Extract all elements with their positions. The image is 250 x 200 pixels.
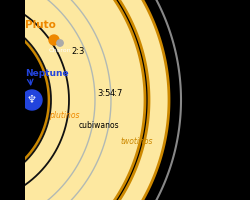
Text: Pluto: Pluto: [25, 20, 56, 30]
Text: cubiwanos: cubiwanos: [79, 121, 119, 130]
Text: twotinos: twotinos: [121, 136, 153, 146]
Circle shape: [49, 35, 59, 45]
Text: plutinos: plutinos: [49, 112, 79, 120]
Circle shape: [57, 40, 63, 46]
Text: 4:7: 4:7: [109, 90, 123, 98]
Polygon shape: [0, 0, 145, 200]
Circle shape: [22, 90, 42, 110]
Text: ♆: ♆: [27, 95, 37, 105]
Polygon shape: [88, 0, 169, 200]
Text: Neptune: Neptune: [25, 68, 68, 77]
Text: 2:3: 2:3: [71, 47, 85, 56]
Text: 3:5: 3:5: [97, 90, 111, 98]
Text: Charon: Charon: [49, 48, 71, 53]
